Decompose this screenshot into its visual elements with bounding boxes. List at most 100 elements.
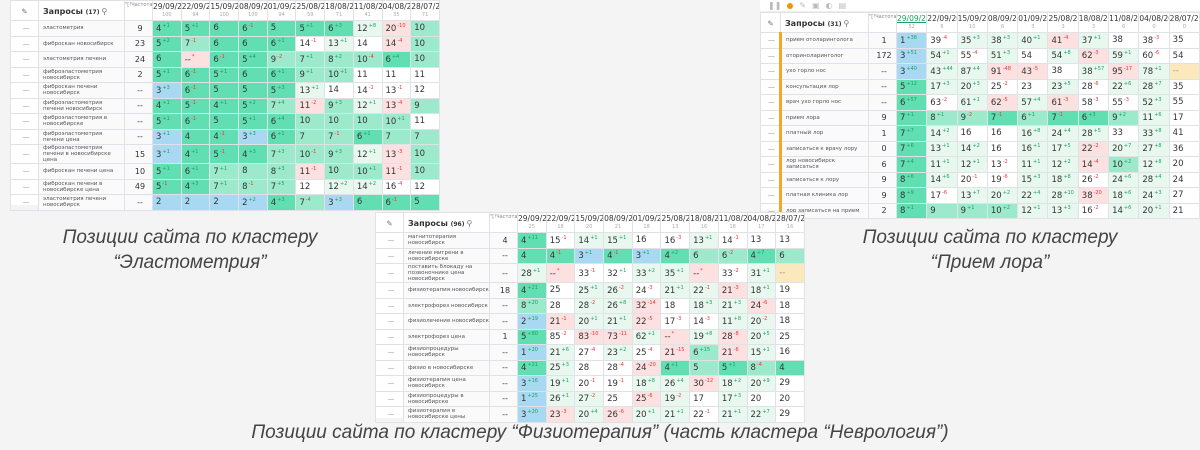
query-cell[interactable]: фиброскан новосибирск <box>38 35 125 52</box>
position-cell[interactable]: 25 <box>603 390 633 407</box>
position-cell[interactable]: 10 <box>410 51 440 68</box>
position-cell[interactable]: 24 <box>1168 171 1200 188</box>
row-menu-icon[interactable]: — <box>10 35 39 52</box>
position-cell[interactable]: 43+44 <box>926 63 958 80</box>
position-cell[interactable]: 35+1 <box>660 263 691 283</box>
query-cell[interactable]: платная клиника лор <box>779 187 869 204</box>
position-cell[interactable]: 7-1 <box>986 109 1019 126</box>
position-cell[interactable]: 10 <box>295 113 326 130</box>
row-menu-icon[interactable]: — <box>760 47 781 64</box>
query-cell[interactable]: фиброэластометрия печени в новосибирске … <box>38 144 125 164</box>
position-cell[interactable]: --* <box>689 263 719 283</box>
position-cell[interactable]: 28+1 <box>517 263 547 283</box>
position-cell[interactable]: 4-1 <box>603 247 633 264</box>
position-cell[interactable]: 31+1 <box>746 263 777 283</box>
position-cell[interactable]: 33-2 <box>717 263 748 283</box>
position-cell[interactable]: 16 <box>956 125 988 142</box>
position-cell[interactable]: 3+3 <box>238 128 268 145</box>
position-cell[interactable]: 19-2 <box>660 390 691 407</box>
date-column-header[interactable]: 01/09/202594 <box>266 0 297 21</box>
position-cell[interactable]: 91-48 <box>986 63 1019 80</box>
position-cell[interactable]: 10+2 <box>1108 156 1140 173</box>
position-cell[interactable]: 5+12 <box>895 78 928 95</box>
position-cell[interactable]: 6-1 <box>209 51 240 68</box>
position-cell[interactable]: 8+1 <box>926 109 958 126</box>
position-cell[interactable]: 6+1 <box>1017 109 1049 126</box>
position-cell[interactable]: 26+1 <box>545 390 576 407</box>
position-cell[interactable]: 16+8 <box>1017 125 1049 142</box>
position-cell[interactable]: 11+1 <box>926 156 958 173</box>
position-cell[interactable]: 26+8 <box>603 297 633 314</box>
position-cell[interactable]: 27-4 <box>574 344 605 361</box>
position-cell[interactable]: 8+1 <box>895 202 928 219</box>
position-cell[interactable]: 61+1 <box>956 94 988 111</box>
position-cell[interactable]: 5+2 <box>152 35 182 52</box>
position-cell[interactable]: 8-4 <box>746 359 777 376</box>
position-cell[interactable]: 5+1 <box>180 20 211 37</box>
position-cell[interactable]: 9 <box>926 202 958 219</box>
row-menu-icon[interactable]: — <box>10 82 39 99</box>
query-cell[interactable]: фиброэластометрия новосибирск <box>38 66 125 83</box>
row-menu-icon[interactable]: — <box>10 51 39 68</box>
position-cell[interactable]: 87+4 <box>956 63 988 80</box>
position-cell[interactable]: 54 <box>1168 47 1200 64</box>
position-cell[interactable]: 12+8 <box>352 20 383 37</box>
row-menu-icon[interactable]: — <box>760 32 781 49</box>
position-cell[interactable]: 18+6 <box>1108 187 1140 204</box>
row-menu-icon[interactable]: — <box>10 128 39 145</box>
row-menu-icon[interactable]: — <box>760 187 781 204</box>
position-cell[interactable]: 6+1 <box>352 128 383 145</box>
position-cell[interactable]: 35 <box>1168 32 1200 49</box>
position-cell[interactable]: 38+57 <box>1077 63 1110 80</box>
query-cell[interactable]: физиопроцедуры новосибирск <box>403 344 490 361</box>
position-cell[interactable]: 25 <box>775 328 805 345</box>
row-menu-icon[interactable]: — <box>10 163 39 180</box>
position-cell[interactable]: 9+2 <box>1108 109 1140 126</box>
position-cell[interactable]: 16-3 <box>660 232 691 249</box>
row-menu-icon[interactable]: — <box>760 171 781 188</box>
position-cell[interactable]: 14+2 <box>956 140 988 157</box>
position-cell[interactable]: 9-2 <box>956 109 988 126</box>
position-cell[interactable]: 6 <box>775 247 805 264</box>
date-column-header[interactable]: 22/09/202594 <box>180 0 211 21</box>
position-cell[interactable]: 5-1 <box>209 144 240 164</box>
position-cell[interactable]: 40+1 <box>1017 32 1049 49</box>
position-cell[interactable]: 13+1 <box>926 140 958 157</box>
query-cell[interactable]: физиопроцедуры в новосибирске <box>403 390 490 407</box>
query-cell[interactable]: прием лора <box>779 109 869 126</box>
position-cell[interactable]: 17+5 <box>1047 140 1079 157</box>
position-cell[interactable]: 12+2 <box>1047 156 1079 173</box>
position-cell[interactable]: 59+1 <box>1108 47 1140 64</box>
position-cell[interactable]: 11+6 <box>1138 109 1170 126</box>
position-cell[interactable]: 11+1 <box>1017 156 1049 173</box>
position-cell[interactable]: 7-1 <box>1047 109 1079 126</box>
position-cell[interactable]: 55-4 <box>956 47 988 64</box>
position-cell[interactable]: 7+4 <box>266 97 297 114</box>
position-cell[interactable]: 16 <box>986 125 1019 142</box>
position-cell[interactable]: 14-4 <box>1077 156 1110 173</box>
position-cell[interactable]: 13+1 <box>689 232 719 249</box>
contrast-icon[interactable]: ◐ <box>825 1 833 10</box>
position-cell[interactable]: 18+8 <box>1047 171 1079 188</box>
query-cell[interactable]: физио в новосибирске <box>403 359 490 376</box>
position-cell[interactable]: 11 <box>410 66 440 83</box>
position-cell[interactable]: 6-1 <box>180 113 211 130</box>
position-cell[interactable]: 13+3 <box>1047 202 1079 219</box>
position-cell[interactable]: 10-4 <box>352 51 383 68</box>
position-cell[interactable]: 2+2 <box>238 194 268 211</box>
position-cell[interactable]: 6+4 <box>381 51 412 68</box>
position-cell[interactable]: 30-12 <box>689 375 719 392</box>
position-cell[interactable]: 16 <box>775 344 805 361</box>
position-cell[interactable]: 14 <box>324 82 354 99</box>
position-cell[interactable]: 9+1 <box>295 66 326 83</box>
position-cell[interactable]: 14+6 <box>926 171 958 188</box>
position-cell[interactable]: 18 <box>775 313 805 330</box>
position-cell[interactable]: 14-4 <box>381 35 412 52</box>
date-column-header[interactable]: 15/09/202520 <box>574 212 605 233</box>
position-cell[interactable]: 6-1 <box>180 66 211 83</box>
row-menu-icon[interactable]: — <box>375 263 404 283</box>
position-cell[interactable]: 14+2 <box>352 178 383 195</box>
position-cell[interactable]: 11-1 <box>381 163 412 180</box>
position-cell[interactable]: 17-3 <box>660 313 691 330</box>
position-cell[interactable]: 8-1 <box>238 178 268 195</box>
